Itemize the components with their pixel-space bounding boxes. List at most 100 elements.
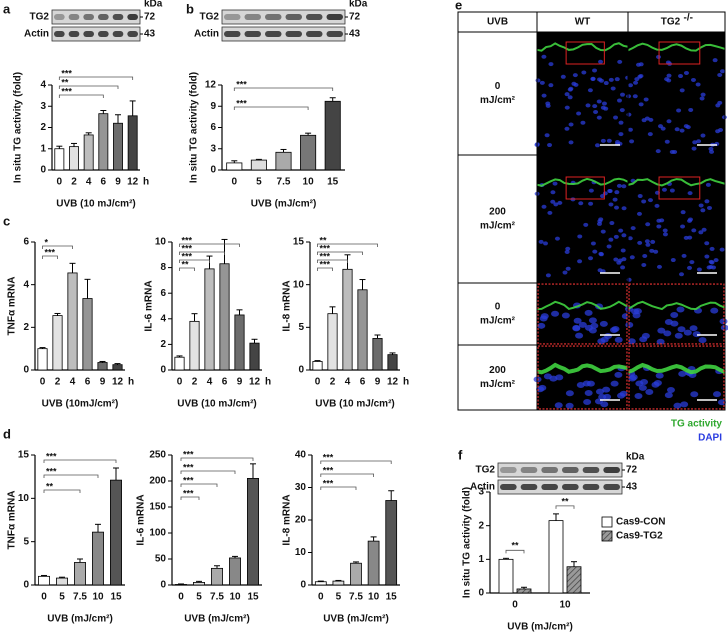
- blot-band: [54, 14, 65, 20]
- nucleus: [647, 132, 653, 137]
- blot-unit: kDa: [144, 0, 163, 10]
- bar: [516, 588, 532, 594]
- tg-signal: [627, 362, 726, 375]
- x-tick-label: 10: [229, 592, 241, 603]
- significance-bracket: [180, 483, 218, 487]
- y-tick-label: 6: [160, 288, 166, 299]
- nucleus: [584, 324, 593, 331]
- bar: [324, 100, 341, 171]
- y-axis-label: In situ TG activity (fold): [462, 487, 473, 598]
- nucleus: [550, 199, 556, 204]
- nucleus: [666, 119, 672, 124]
- nucleus: [598, 217, 604, 222]
- bar: [249, 342, 260, 371]
- bar: [127, 115, 138, 171]
- nucleus: [648, 117, 654, 122]
- blot-band: [127, 14, 138, 20]
- nucleus: [547, 210, 553, 215]
- blot-strip: [51, 26, 141, 42]
- blot-band: [285, 31, 302, 37]
- nucleus: [680, 210, 686, 215]
- x-axis-label: UVB (10 mJ/cm²): [177, 399, 256, 410]
- significance-label: ***: [61, 68, 72, 78]
- nucleus: [616, 260, 622, 265]
- nucleus: [578, 321, 587, 328]
- nucleus: [608, 202, 614, 207]
- nucleus: [545, 273, 551, 278]
- nucleus: [539, 80, 545, 85]
- nucleus: [584, 390, 593, 397]
- y-tick-label: 1: [478, 554, 484, 565]
- nucleus: [669, 188, 675, 193]
- nucleus: [691, 146, 697, 151]
- nucleus: [655, 149, 661, 154]
- nucleus: [627, 127, 633, 132]
- nucleus: [614, 371, 623, 378]
- bar: [175, 584, 187, 586]
- y-tick-label: 0: [160, 365, 166, 376]
- nucleus: [704, 199, 710, 204]
- nucleus: [676, 306, 685, 313]
- significance-label: **: [320, 235, 328, 245]
- micrograph: [537, 32, 628, 155]
- nucleus: [549, 375, 558, 382]
- x-tick-label: 10: [368, 592, 380, 603]
- x-tick-label: 0: [40, 377, 46, 388]
- nucleus: [538, 239, 544, 244]
- nucleus: [614, 336, 623, 343]
- y-tick-label: 100: [149, 528, 166, 539]
- nucleus: [625, 321, 634, 328]
- nucleus: [567, 95, 573, 100]
- nucleus: [636, 211, 642, 216]
- nucleus: [637, 194, 643, 199]
- x-tick-label: 12: [249, 377, 261, 388]
- nucleus: [663, 330, 672, 337]
- nucleus: [717, 73, 723, 78]
- y-tick-label: 2: [478, 520, 484, 531]
- nucleus: [608, 77, 614, 82]
- nucleus: [554, 402, 563, 409]
- nucleus: [676, 108, 682, 113]
- blot-band: [83, 14, 94, 20]
- y-tick-label: 12: [205, 80, 217, 91]
- nucleus: [641, 262, 647, 267]
- nucleus: [600, 401, 609, 408]
- nucleus: [633, 80, 639, 85]
- significance-bracket: [58, 76, 134, 80]
- nucleus: [680, 401, 689, 408]
- nucleus: [654, 203, 660, 208]
- nucleus: [614, 190, 620, 195]
- panel-letter: d: [3, 426, 11, 441]
- bar: [112, 364, 123, 371]
- blot-band: [265, 31, 282, 37]
- nucleus: [705, 182, 711, 187]
- y-tick-label: 4: [40, 80, 46, 91]
- x-axis-label: UVB (mJ/cm²): [47, 614, 113, 625]
- row-label: mJ/cm²: [480, 95, 516, 106]
- significance-label: ***: [323, 452, 334, 462]
- nucleus: [656, 264, 662, 269]
- nucleus: [599, 320, 608, 327]
- y-axis-label: TNFα mRNA: [7, 491, 18, 550]
- nucleus: [588, 317, 597, 324]
- nucleus: [687, 191, 693, 196]
- nucleus: [628, 83, 634, 88]
- y-axis-label: IL-8 mRNA: [282, 280, 293, 331]
- nucleus: [588, 256, 594, 261]
- y-tick-label: 2: [40, 122, 46, 133]
- nucleus: [626, 277, 632, 282]
- nucleus: [592, 104, 598, 109]
- x-tick-label: 2: [55, 377, 61, 388]
- x-tick-label: 10: [92, 592, 104, 603]
- nucleus: [640, 379, 649, 386]
- nucleus: [576, 111, 582, 116]
- nucleus: [687, 218, 693, 223]
- nucleus: [699, 96, 705, 101]
- significance-label: **: [561, 496, 569, 506]
- blot-marker: 43: [144, 29, 156, 40]
- blot-band: [98, 14, 109, 20]
- nucleus: [585, 103, 591, 108]
- x-tick-label: 4: [345, 377, 351, 388]
- nucleus: [564, 92, 570, 97]
- nucleus: [592, 68, 598, 73]
